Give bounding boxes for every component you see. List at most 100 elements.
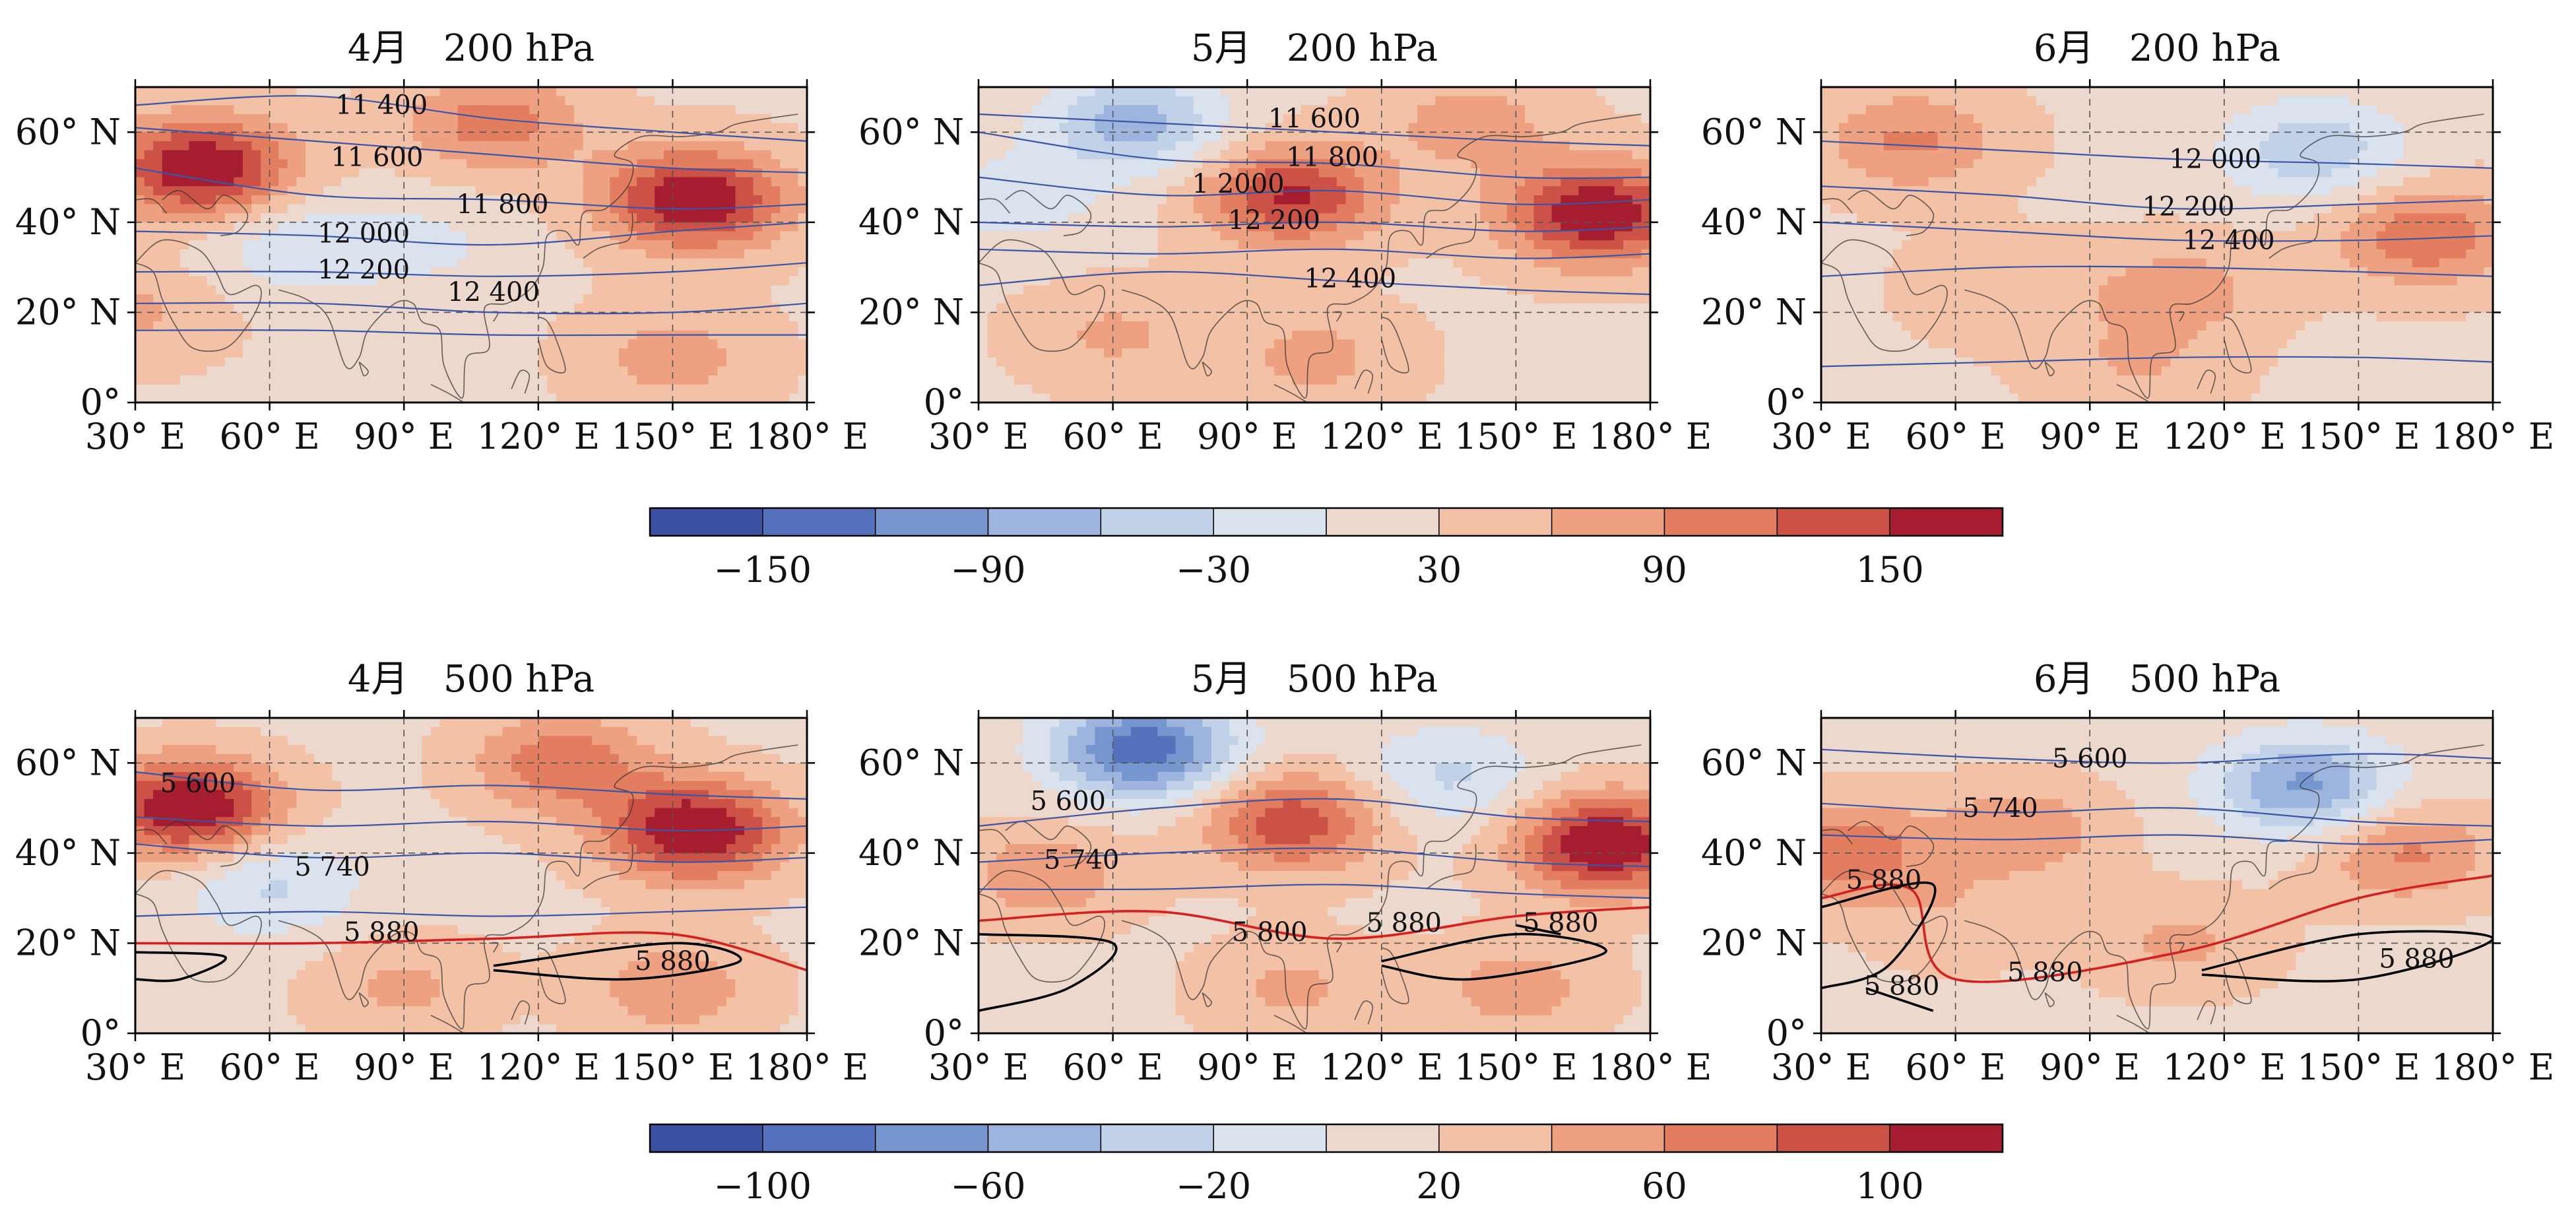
coastline-4 [358, 361, 369, 377]
y-tick-label: 40° N [1701, 832, 1807, 874]
contour-line-0 [1821, 140, 2493, 169]
colorbar-bin [874, 507, 989, 536]
colorbar-bin [1663, 1124, 1778, 1153]
panels: 11 400 11 600 11 800 12 000 12 200 12 400 30° … [15, 27, 2554, 1088]
colorbar-bin [987, 507, 1102, 536]
panel-title: 4月 500 hPa [348, 658, 595, 701]
panel-frame [977, 717, 1652, 1035]
contour-line-1 [979, 847, 1650, 868]
y-tick-label: 60° N [1701, 111, 1807, 152]
colorbar-tick-label: 90 [1642, 549, 1687, 591]
contour-line-2 [135, 167, 807, 210]
colorbar-tick-label: 60 [1642, 1165, 1687, 1207]
y-tick-label: 40° N [858, 201, 964, 243]
y-tick-label: 40° N [858, 832, 964, 874]
contour-line-3 [979, 906, 1650, 940]
contour-line-3 [979, 221, 1650, 232]
panel-frame [134, 717, 808, 1035]
x-tick-label: 180° E [1589, 1047, 1712, 1088]
contour-label: 5 880 [2007, 957, 2083, 988]
gridlines [1821, 87, 2493, 403]
contour-label: 12 200 [317, 255, 410, 285]
coastline-3 [2224, 947, 2252, 1004]
y-tick-label: 40° N [15, 201, 121, 243]
x-tick-label: 90° E [1197, 416, 1297, 457]
contour-label: 5 880 [1864, 971, 1940, 1002]
coastline-0 [1821, 239, 1948, 352]
contours [135, 95, 807, 337]
coastline-9 [135, 829, 168, 845]
panel-title: 4月 200 hPa [348, 27, 595, 70]
contour-line-6 [2201, 930, 2493, 982]
colorbar-bin [1438, 1124, 1553, 1153]
x-tick-label: 60° E [1905, 416, 2005, 457]
x-tick-label: 120° E [1320, 416, 1443, 457]
contour-label: 11 800 [457, 189, 549, 220]
contour-label: 5 740 [1962, 793, 2038, 823]
coastline-7 [2197, 370, 2216, 394]
y-tick-label: 20° N [15, 291, 121, 333]
coastline-8 [162, 821, 249, 868]
contour-label: 5 880 [1846, 865, 1922, 895]
y-tick-label: 20° N [1701, 922, 1807, 963]
x-tick-label: 60° E [219, 416, 319, 457]
x-tick-label: 150° E [1454, 1047, 1578, 1088]
panel-3: 12 000 12 200 12 400 30° E 60° E 90° E 120° E 1… [1701, 27, 2554, 457]
coastlines [979, 744, 1642, 1033]
y-tick-label: 60° N [15, 742, 121, 783]
coastline-3 [1381, 316, 1409, 373]
coastline-3 [1381, 947, 1409, 1004]
colorbar-2: −100 −60 −20 20 60 100 [649, 1123, 2004, 1207]
contours [1821, 748, 2493, 1012]
coastline-9 [979, 829, 1011, 845]
colorbar-bin [762, 507, 876, 536]
coastline-2 [583, 844, 633, 890]
y-tick-label: 60° N [1701, 742, 1807, 783]
contour-line-4 [1821, 356, 2493, 368]
contour-label: 5 800 [1232, 917, 1308, 948]
y-tick-label: 20° N [1701, 291, 1807, 333]
coastline-0 [979, 870, 1105, 983]
coastline-1 [278, 744, 798, 1030]
anomaly-field [1821, 87, 2493, 403]
y-tick-label: 60° N [15, 111, 121, 152]
contour-label: 5 740 [294, 852, 370, 882]
coastline-8 [1848, 821, 1935, 868]
colorbar-bin [1776, 507, 1890, 536]
contour-line-5 [135, 302, 807, 315]
coastline-7 [1354, 370, 1374, 394]
contour-line-5 [1516, 924, 1561, 936]
colorbar-bin [1213, 1124, 1327, 1153]
panel-frame [977, 86, 1652, 404]
colorbar-bin [1100, 1124, 1214, 1153]
colorbar-tick-label: −30 [1176, 549, 1251, 591]
contour-line-2 [979, 176, 1650, 206]
coastline-4 [2044, 992, 2055, 1008]
y-tick-label: 0° [1766, 381, 1807, 423]
coastlines [135, 113, 798, 403]
contour-line-4 [1381, 932, 1607, 981]
coastline-6 [430, 383, 465, 403]
contour-line-4 [979, 271, 1650, 296]
colorbar-bin [1776, 1124, 1890, 1153]
coastline-2 [2269, 213, 2319, 259]
x-tick-label: 180° E [2431, 416, 2555, 457]
contour-line-3 [1821, 265, 2493, 277]
coastline-0 [135, 239, 262, 352]
x-tick-label: 180° E [2431, 1047, 2555, 1088]
contour-line-1 [1821, 185, 2493, 210]
contour-label: 12 000 [317, 218, 410, 249]
coastline-7 [1354, 1000, 1374, 1025]
panel-title: 6月 200 hPa [2034, 27, 2280, 70]
x-tick-label: 150° E [611, 1047, 734, 1088]
anomaly-field [979, 718, 1650, 1033]
y-tick-label: 60° N [858, 111, 964, 152]
coastline-1 [278, 113, 798, 399]
coastline-1 [1964, 744, 2484, 1030]
contour-line-0 [135, 771, 807, 800]
x-tick-label: 90° E [2040, 416, 2140, 457]
coastline-2 [2269, 844, 2319, 890]
contour-label: 5 880 [2379, 944, 2455, 975]
colorbar-bin [987, 1124, 1102, 1153]
contour-label: 11 800 [1286, 142, 1378, 172]
